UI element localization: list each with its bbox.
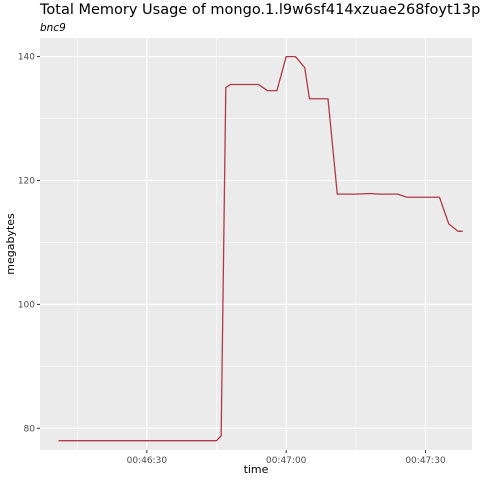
chart-title: Total Memory Usage of mongo.1.l9w6sf414x…: [40, 2, 480, 18]
y-tick-label: 100: [18, 300, 35, 310]
chart-subtitle: bnc9: [40, 22, 66, 34]
x-tick-label: 00:47:00: [266, 456, 307, 466]
plot-panel: [40, 38, 472, 450]
major-gridlines: [40, 38, 472, 450]
x-tick-label: 00:46:30: [127, 456, 168, 466]
y-tick-label: 80: [24, 424, 36, 434]
series-layer: [58, 55, 463, 442]
x-axis-title: time: [244, 463, 269, 476]
y-axis-title: megabytes: [4, 213, 17, 275]
y-tick-label: 120: [18, 176, 35, 186]
x-axis-ticks: 00:46:30 00:47:00 00:47:30: [127, 450, 446, 466]
x-tick-label: 00:47:30: [405, 456, 446, 466]
y-tick-label: 140: [18, 53, 35, 63]
memory-series-line: [58, 55, 463, 442]
minor-gridlines: [40, 38, 472, 450]
y-axis-ticks: 80 100 120 140: [18, 53, 40, 434]
